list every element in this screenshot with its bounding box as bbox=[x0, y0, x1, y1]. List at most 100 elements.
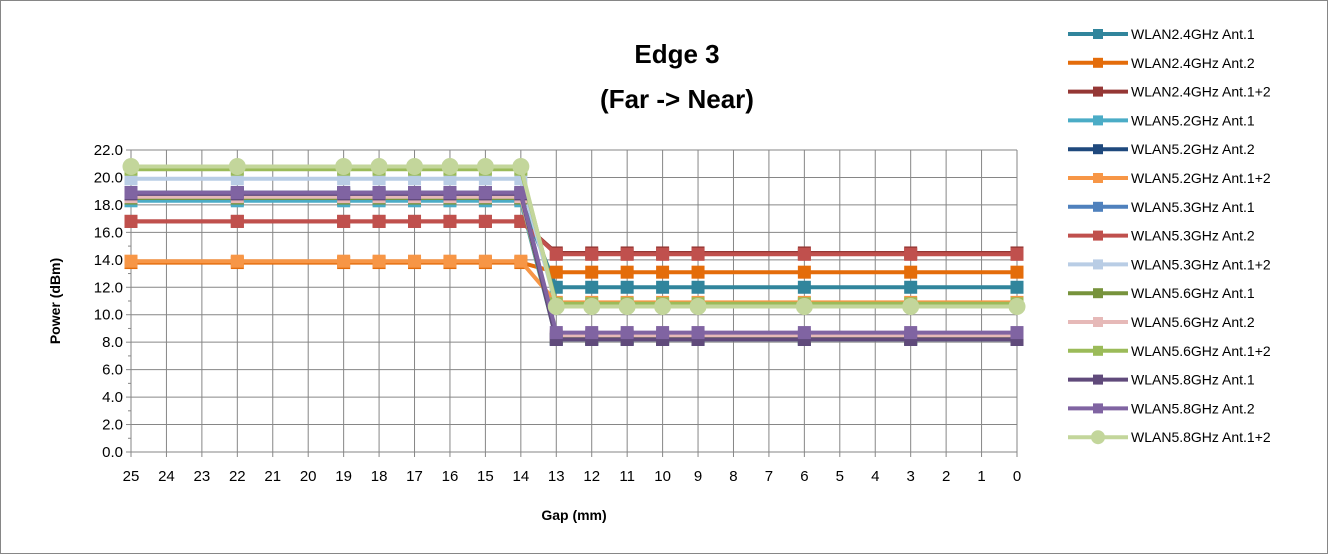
data-point bbox=[795, 297, 813, 315]
x-tick-label: 0 bbox=[1013, 468, 1021, 485]
data-point bbox=[585, 265, 599, 279]
legend-item: WLAN5.6GHz Ant.1+2 bbox=[1068, 343, 1271, 359]
data-point bbox=[618, 297, 636, 315]
legend-marker bbox=[1091, 430, 1105, 445]
legend-marker bbox=[1093, 230, 1103, 241]
legend-label: WLAN5.6GHz Ant.1 bbox=[1131, 285, 1255, 301]
data-point bbox=[372, 214, 386, 228]
y-tick-label: 22.0 bbox=[94, 142, 123, 159]
legend-item: WLAN5.8GHz Ant.2 bbox=[1068, 400, 1255, 416]
legend-marker bbox=[1093, 403, 1103, 414]
x-axis-title: Gap (mm) bbox=[541, 507, 606, 523]
x-tick-label: 11 bbox=[619, 468, 635, 485]
series-14 bbox=[124, 186, 1024, 340]
data-point bbox=[620, 326, 634, 340]
data-point bbox=[549, 265, 563, 279]
data-point bbox=[656, 265, 670, 279]
data-point bbox=[335, 157, 353, 175]
data-point bbox=[122, 157, 140, 175]
data-point bbox=[691, 247, 705, 261]
data-point bbox=[228, 157, 246, 175]
series-lines bbox=[122, 157, 1026, 346]
legend-item: WLAN5.6GHz Ant.1 bbox=[1068, 285, 1255, 301]
data-point bbox=[1010, 326, 1024, 340]
x-axis: 25 24 23 22 21 20 19 18 17 16 15 14 13 12 11 10 9 8 7 6 5 4 3 2… bbox=[123, 451, 1021, 485]
y-tick-label: 18.0 bbox=[94, 197, 123, 214]
data-point bbox=[689, 297, 707, 315]
data-point bbox=[585, 326, 599, 340]
series-line bbox=[131, 164, 1017, 309]
x-tick-label: 16 bbox=[442, 468, 459, 485]
data-point bbox=[337, 214, 351, 228]
data-point bbox=[476, 157, 494, 175]
legend-marker bbox=[1093, 29, 1103, 39]
data-point bbox=[620, 265, 634, 279]
legend-item: WLAN5.6GHz Ant.2 bbox=[1068, 314, 1255, 330]
data-point bbox=[124, 254, 138, 268]
legend-marker bbox=[1093, 345, 1103, 356]
legend-item: WLAN5.2GHz Ant.2 bbox=[1068, 141, 1255, 157]
data-point bbox=[620, 247, 634, 261]
x-tick-label: 8 bbox=[729, 468, 737, 485]
y-tick-label: 2.0 bbox=[102, 417, 123, 434]
legend-label: WLAN5.2GHz Ant.2 bbox=[1131, 141, 1255, 157]
legend-marker bbox=[1093, 288, 1103, 299]
x-tick-label: 6 bbox=[800, 468, 808, 485]
data-point bbox=[370, 157, 388, 175]
data-point bbox=[230, 254, 244, 268]
legend-item: WLAN5.2GHz Ant.1 bbox=[1068, 112, 1255, 128]
legend-item: WLAN5.3GHz Ant.2 bbox=[1068, 228, 1255, 244]
legend-item: WLAN5.3GHz Ant.1+2 bbox=[1068, 256, 1271, 272]
data-point bbox=[1010, 265, 1024, 279]
data-point bbox=[408, 186, 422, 200]
legend-label: WLAN5.2GHz Ant.1+2 bbox=[1131, 170, 1271, 186]
chart-title-line2: (Far -> Near) bbox=[600, 84, 754, 114]
data-point bbox=[797, 280, 811, 294]
data-point bbox=[1008, 297, 1026, 315]
x-tick-label: 2 bbox=[942, 468, 950, 485]
data-point bbox=[230, 214, 244, 228]
x-tick-label: 15 bbox=[477, 468, 494, 485]
legend-label: WLAN5.3GHz Ant.2 bbox=[1131, 228, 1255, 244]
legend-label: WLAN5.3GHz Ant.1+2 bbox=[1131, 256, 1271, 272]
legend-label: WLAN5.6GHz Ant.1+2 bbox=[1131, 343, 1271, 359]
data-point bbox=[337, 254, 351, 268]
y-axis-title: Power (dBm) bbox=[47, 258, 63, 344]
y-tick-label: 6.0 bbox=[102, 362, 123, 379]
data-point bbox=[1010, 247, 1024, 261]
data-point bbox=[547, 297, 565, 315]
series-line bbox=[131, 190, 1017, 335]
legend-marker bbox=[1093, 86, 1103, 97]
data-point bbox=[124, 214, 138, 228]
legend-label: WLAN5.2GHz Ant.1 bbox=[1131, 112, 1255, 128]
x-tick-label: 23 bbox=[194, 468, 211, 485]
data-point bbox=[585, 280, 599, 294]
legend-item: WLAN5.3GHz Ant.1 bbox=[1068, 199, 1255, 215]
data-point bbox=[656, 280, 670, 294]
legend-marker bbox=[1093, 317, 1103, 327]
y-tick-label: 8.0 bbox=[102, 334, 123, 351]
x-tick-label: 10 bbox=[654, 468, 671, 485]
data-point bbox=[124, 186, 138, 200]
data-point bbox=[691, 265, 705, 279]
data-point bbox=[372, 186, 386, 200]
legend-item: WLAN5.2GHz Ant.1+2 bbox=[1068, 170, 1271, 186]
legend: WLAN2.4GHz Ant.1 WLAN2.4GHz Ant.2 WLAN2.4G… bbox=[1068, 26, 1271, 445]
data-point bbox=[654, 297, 672, 315]
data-point bbox=[443, 186, 457, 200]
y-tick-label: 0.0 bbox=[102, 444, 123, 461]
data-point bbox=[441, 157, 459, 175]
y-tick-label: 14.0 bbox=[94, 252, 123, 269]
y-axis: 0.0 2.0 4.0 6.0 8.0 10.0 12.0 14.0 16.0 18.0 20.0 2… bbox=[94, 142, 132, 461]
legend-item: WLAN5.8GHz Ant.1 bbox=[1068, 372, 1255, 388]
data-point bbox=[337, 186, 351, 200]
data-point bbox=[512, 157, 530, 175]
x-tick-label: 14 bbox=[512, 468, 529, 485]
data-point bbox=[408, 254, 422, 268]
data-point bbox=[478, 254, 492, 268]
legend-label: WLAN2.4GHz Ant.1+2 bbox=[1131, 84, 1271, 100]
legend-label: WLAN5.6GHz Ant.2 bbox=[1131, 314, 1255, 330]
series-15 bbox=[122, 157, 1026, 315]
data-point bbox=[904, 280, 918, 294]
